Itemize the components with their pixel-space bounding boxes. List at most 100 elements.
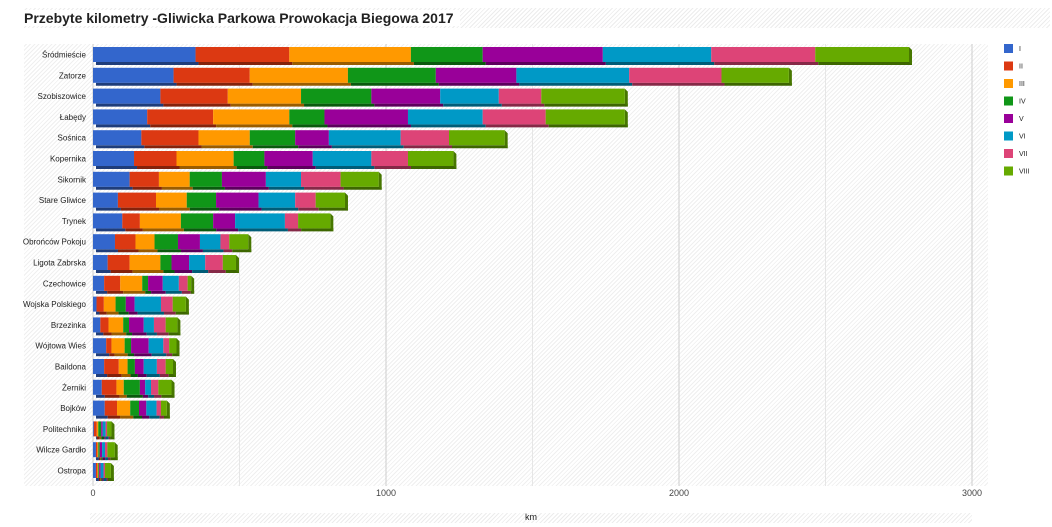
bar-segment-bottom-face xyxy=(126,394,143,398)
bar-segment-ii xyxy=(134,151,177,166)
bar-segment-v xyxy=(148,275,163,291)
bar-segment-bottom-face xyxy=(157,249,181,253)
category-label: Brzezinka xyxy=(51,321,87,330)
bar-segment-bottom-face xyxy=(232,249,252,253)
bar-segment-iv xyxy=(98,421,102,437)
bar-segment-viii xyxy=(721,67,789,83)
bar-segment-bottom-face xyxy=(117,249,139,253)
bar-segment-iv xyxy=(127,359,135,374)
legend-swatch xyxy=(1004,131,1013,141)
bar-segment-iii xyxy=(135,234,155,250)
bar-segment-bottom-face xyxy=(163,311,176,315)
bar-segment-bottom-face xyxy=(304,103,375,107)
category-label: Kopernika xyxy=(50,155,87,164)
bar-segment-viii xyxy=(165,359,173,374)
bar-segment-bottom-face xyxy=(485,62,606,65)
bar-segment-iii xyxy=(249,67,348,83)
bar-segment-iv xyxy=(160,255,172,270)
bar-segment-bottom-face xyxy=(165,290,182,294)
bar-segment-vii xyxy=(160,296,173,312)
category-label: Zatorze xyxy=(59,71,87,80)
bar-segment-bottom-face xyxy=(304,186,344,190)
bar-segment-bottom-face xyxy=(121,374,131,377)
bar-segment-vi xyxy=(148,338,164,354)
bar-segment-bottom-face xyxy=(292,62,414,65)
bar-segment-i xyxy=(93,130,142,146)
bar-segment-bottom-face xyxy=(96,374,108,377)
legend-swatch xyxy=(1004,79,1013,88)
bar-segment-bottom-face xyxy=(236,166,268,169)
bar-segment-viii xyxy=(187,275,192,291)
bar-segment-bottom-face xyxy=(96,124,151,128)
bar-segment-bottom-face xyxy=(485,124,549,128)
category-label: Szobiszowice xyxy=(38,92,87,101)
bar-segment-bottom-face xyxy=(252,145,299,149)
bar-segment-bottom-face xyxy=(96,436,97,440)
bar-segment-bottom-face xyxy=(714,62,819,65)
bar-segment-bottom-face xyxy=(154,394,162,398)
bar-segment-i xyxy=(93,275,105,291)
bar-segment-bottom-face xyxy=(145,290,152,294)
bar-segment-bottom-face xyxy=(632,82,725,86)
category-label: Wojska Polskiego xyxy=(23,300,87,309)
bar-segment-vii xyxy=(105,421,108,437)
bar-segment-bottom-face xyxy=(96,82,177,86)
bar-segment-bottom-face xyxy=(126,332,133,336)
bar-end-face xyxy=(624,88,628,107)
bar-segment-ii xyxy=(104,359,119,374)
bar-segment-iii xyxy=(117,400,131,416)
bar-segment-bottom-face xyxy=(350,82,439,86)
bar-segment-i xyxy=(93,317,101,333)
category-label: Sośnica xyxy=(58,134,87,143)
bar-segment-iv xyxy=(98,463,100,478)
bar-end-face xyxy=(114,442,118,461)
bar-segment-i xyxy=(93,463,96,478)
bar-segment-bottom-face xyxy=(225,270,239,273)
bar-segment-vii xyxy=(284,213,299,229)
bar-segment-bottom-face xyxy=(101,436,105,440)
bar-segment-v xyxy=(101,421,103,437)
bar-segment-viii xyxy=(298,213,331,229)
bar-segment-bottom-face xyxy=(96,228,126,232)
bar-segment-viii xyxy=(160,400,167,416)
bar-segment-bottom-face xyxy=(96,311,100,315)
bar-segment-viii xyxy=(169,338,177,354)
bar-segment-bottom-face xyxy=(548,124,628,128)
bar-segment-bottom-face xyxy=(198,62,293,65)
bar-segment-bottom-face xyxy=(133,415,143,419)
bar-segment-ii xyxy=(106,338,112,354)
bar-segment-i xyxy=(93,234,115,250)
bar-segment-v xyxy=(264,151,313,166)
bar-segment-bottom-face xyxy=(128,311,138,315)
bar-segment-bottom-face xyxy=(107,290,124,294)
bar-segment-bottom-face xyxy=(101,457,103,461)
bar-segment-bottom-face xyxy=(224,186,269,190)
bar-segment-i xyxy=(93,171,130,187)
bar-segment-bottom-face xyxy=(403,145,452,149)
bar-segment-bottom-face xyxy=(223,249,233,253)
bar-segment-iv xyxy=(124,338,132,354)
bar-segment-bottom-face xyxy=(137,374,147,377)
bar-segment-bottom-face xyxy=(176,82,253,86)
bar-segment-ii xyxy=(114,234,136,250)
bar-segment-bottom-face xyxy=(163,103,231,107)
bar-segment-ii xyxy=(160,88,228,104)
legend-label: IV xyxy=(1019,99,1026,106)
bar-segment-vi xyxy=(199,234,221,250)
bar-segment-vii xyxy=(178,275,188,291)
bar-segment-v xyxy=(139,379,146,395)
bar-segment-v xyxy=(171,255,190,270)
bar-segment-bottom-face xyxy=(501,103,545,107)
bar-segment-iv xyxy=(249,130,296,146)
bar-end-face xyxy=(177,317,181,336)
bar-segment-i xyxy=(93,421,94,437)
bar-segment-ii xyxy=(107,255,130,270)
bar-segment-v xyxy=(131,338,149,354)
bar-segment-v xyxy=(125,296,135,312)
bar-segment-vi xyxy=(602,47,712,62)
bar-segment-ii xyxy=(104,400,118,416)
bar-segment-iv xyxy=(186,192,217,208)
bar-segment-bottom-face xyxy=(148,394,155,398)
bar-segment-bottom-face xyxy=(102,478,104,481)
